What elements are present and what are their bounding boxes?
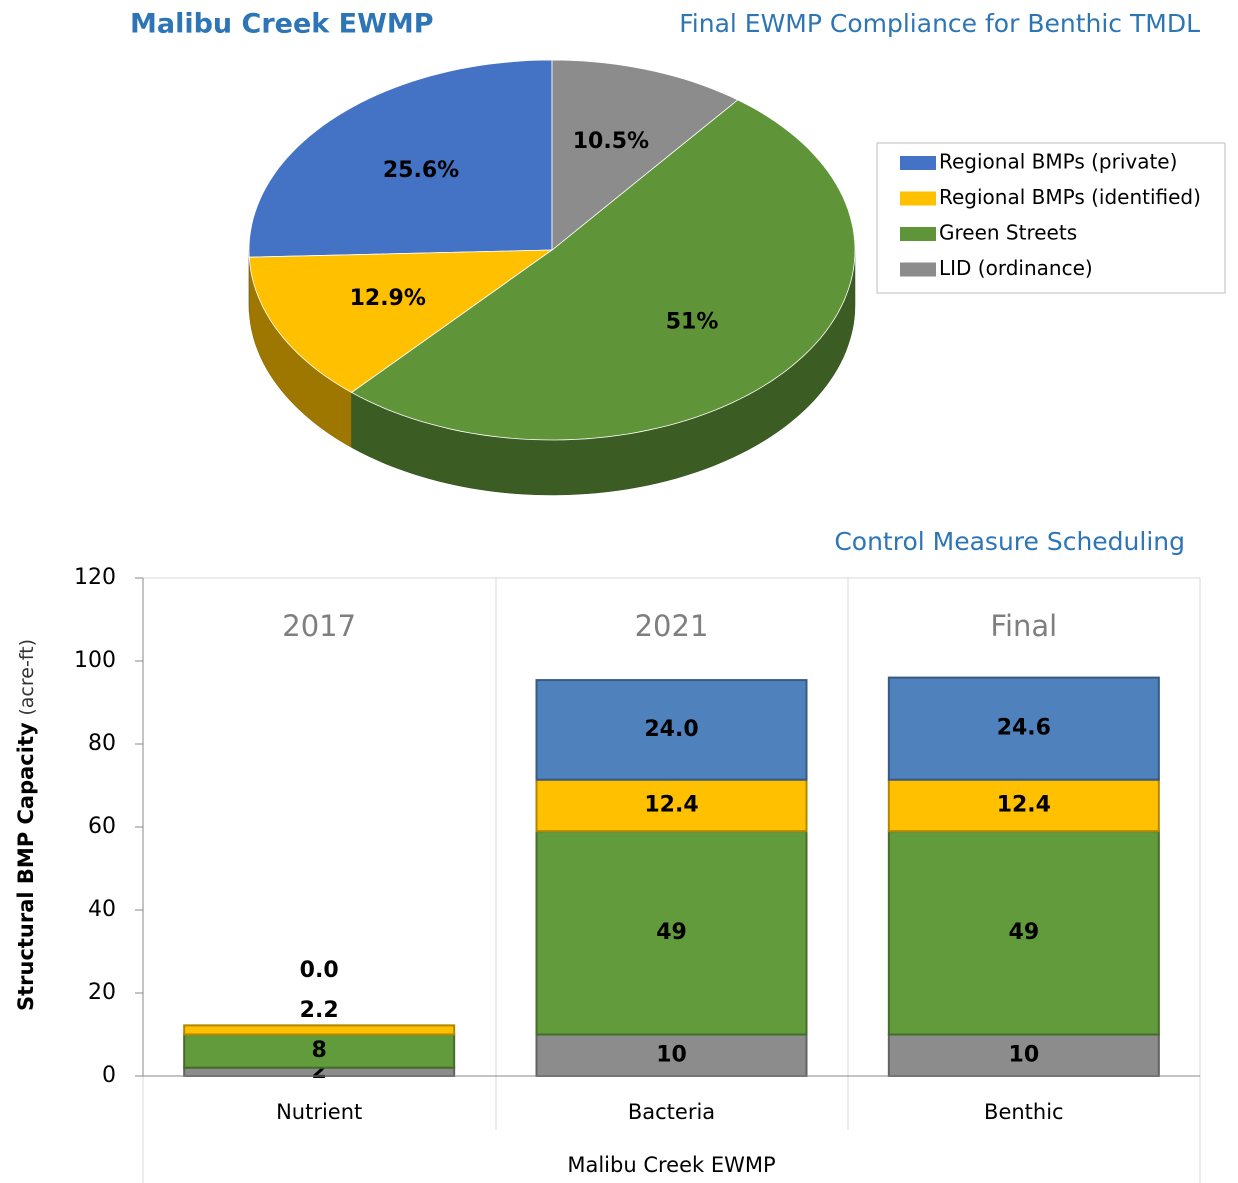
legend-label: Regional BMPs (identified) [939,185,1201,209]
y-tick-label: 60 [88,814,116,839]
data-label: 24.0 [644,717,698,742]
y-label-unit: (acre-ft) [16,639,38,716]
y-tick-label: 100 [74,648,116,673]
data-label: 49 [656,920,687,945]
data-label: 10 [656,1042,687,1067]
bar-title: Control Measure Scheduling [834,527,1185,556]
legend-swatch [900,156,936,170]
legend-swatch [900,191,936,206]
y-tick-label: 0 [102,1063,116,1088]
pie-title: Final EWMP Compliance for Benthic TMDL [679,9,1200,38]
legend-label: Green Streets [939,221,1077,245]
pie-slice [248,59,553,258]
data-label: 2.2 [300,998,339,1023]
y-tick-label: 120 [74,565,116,590]
data-label: 25.6% [383,158,459,183]
bar-segment [183,1024,456,1036]
x-tick-label: Bacteria [628,1100,715,1124]
x-axis-label: Malibu Creek EWMP [567,1153,775,1177]
pie-slice [248,249,554,393]
y-tick-label: 40 [88,897,116,922]
bar-segment [887,830,1160,1036]
legend-label: LID (ordinance) [939,256,1093,280]
bar-segment [887,778,1160,833]
bar-segment [535,1033,808,1077]
data-label: 12.4 [644,792,698,817]
page-title: Malibu Creek EWMP [130,9,434,40]
x-tick-label: Benthic [984,1100,1064,1124]
y-label-main: Structural BMP Capacity [14,722,38,1011]
group-label: 2017 [282,609,356,643]
y-tick-label: 80 [88,731,116,756]
x-tick-label: Nutrient [276,1100,362,1124]
legend-swatch [900,227,936,241]
legend-label: Regional BMPs (private) [939,150,1177,174]
bar-segment [535,830,808,1036]
y-axis-label: Structural BMP Capacity (acre-ft) [14,639,38,1011]
data-label: 49 [1009,920,1040,945]
pie-slice [551,59,739,251]
pie-slice [350,99,856,441]
bar-segment [183,1033,456,1069]
y-tick-label: 20 [88,980,116,1005]
group-label: Final [990,609,1057,643]
data-label: 12.9% [350,286,426,311]
data-label: 8 [312,1038,327,1063]
data-label: 10 [1009,1042,1040,1067]
legend-swatch [900,262,936,277]
data-label: 51% [666,310,719,335]
data-label: 12.4 [997,792,1051,817]
bar-segment [887,676,1160,781]
data-label: 0.0 [300,958,339,983]
bar-segment [535,679,808,781]
data-label: 10.5% [573,129,649,154]
bar-segment [535,778,808,833]
data-label: 24.6 [997,716,1051,741]
group-label: 2021 [635,609,709,643]
